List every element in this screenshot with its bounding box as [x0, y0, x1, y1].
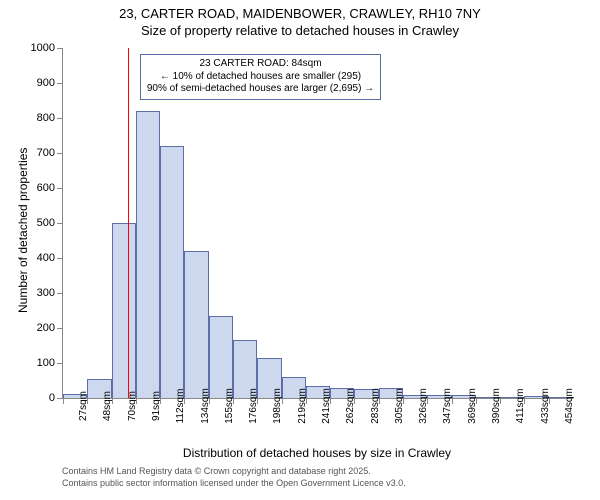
histogram-bar: [160, 146, 184, 398]
x-tick: [184, 398, 185, 404]
x-tick-label: 305sqm: [394, 388, 405, 424]
y-tick: [57, 363, 63, 364]
y-tick-label: 1000: [31, 42, 55, 54]
annotation-line-2: ← 10% of detached houses are smaller (29…: [147, 71, 374, 84]
x-tick: [160, 398, 161, 404]
histogram-bar: [112, 223, 136, 398]
y-tick: [57, 153, 63, 154]
histogram-bar: [184, 251, 208, 398]
x-tick: [306, 398, 307, 404]
chart-titles: 23, CARTER ROAD, MAIDENBOWER, CRAWLEY, R…: [0, 0, 600, 40]
annotation-box: 23 CARTER ROAD: 84sqm ← 10% of detached …: [140, 54, 381, 100]
x-tick: [63, 398, 64, 404]
y-tick-label: 500: [37, 217, 55, 229]
footer-line-1: Contains HM Land Registry data © Crown c…: [62, 466, 406, 478]
x-tick: [549, 398, 550, 404]
x-tick: [427, 398, 428, 404]
x-tick: [354, 398, 355, 404]
x-tick: [233, 398, 234, 404]
histogram-bar: [209, 316, 233, 398]
x-tick-label: 390sqm: [491, 388, 502, 424]
y-tick-label: 800: [37, 112, 55, 124]
y-tick-label: 0: [49, 392, 55, 404]
y-tick-label: 300: [37, 287, 55, 299]
annotation-line-1: 23 CARTER ROAD: 84sqm: [147, 58, 374, 71]
y-tick: [57, 258, 63, 259]
y-axis-label: Number of detached properties: [16, 148, 30, 313]
x-tick: [379, 398, 380, 404]
y-tick: [57, 48, 63, 49]
y-tick-label: 400: [37, 252, 55, 264]
footer-line-2: Contains public sector information licen…: [62, 478, 406, 490]
x-tick: [112, 398, 113, 404]
x-tick: [257, 398, 258, 404]
x-tick: [403, 398, 404, 404]
x-tick-label: 411sqm: [515, 389, 526, 424]
x-axis-label: Distribution of detached houses by size …: [62, 446, 572, 460]
title-line-2: Size of property relative to detached ho…: [0, 23, 600, 40]
x-tick: [282, 398, 283, 404]
plot-area: 0100200300400500600700800900100027sqm48s…: [62, 48, 573, 399]
histogram-bar: [136, 111, 160, 398]
chart-container: 23, CARTER ROAD, MAIDENBOWER, CRAWLEY, R…: [0, 0, 600, 500]
y-tick: [57, 223, 63, 224]
annotation-line-3: 90% of semi-detached houses are larger (…: [147, 83, 374, 96]
footer-attribution: Contains HM Land Registry data © Crown c…: [62, 466, 406, 489]
y-tick: [57, 118, 63, 119]
x-tick: [476, 398, 477, 404]
x-tick-label: 369sqm: [467, 388, 478, 424]
y-tick: [57, 293, 63, 294]
y-tick-label: 900: [37, 77, 55, 89]
y-tick-label: 100: [37, 357, 55, 369]
x-tick-label: 433sqm: [540, 388, 551, 424]
reference-marker-line: [128, 48, 129, 398]
x-tick: [330, 398, 331, 404]
x-tick: [209, 398, 210, 404]
y-tick-label: 700: [37, 147, 55, 159]
y-tick: [57, 83, 63, 84]
title-line-1: 23, CARTER ROAD, MAIDENBOWER, CRAWLEY, R…: [0, 6, 600, 23]
x-tick: [87, 398, 88, 404]
y-tick-label: 200: [37, 322, 55, 334]
y-tick: [57, 188, 63, 189]
x-tick-label: 454sqm: [564, 388, 575, 424]
x-tick: [524, 398, 525, 404]
x-tick: [452, 398, 453, 404]
x-tick: [500, 398, 501, 404]
y-tick-label: 600: [37, 182, 55, 194]
y-tick: [57, 328, 63, 329]
x-tick: [136, 398, 137, 404]
